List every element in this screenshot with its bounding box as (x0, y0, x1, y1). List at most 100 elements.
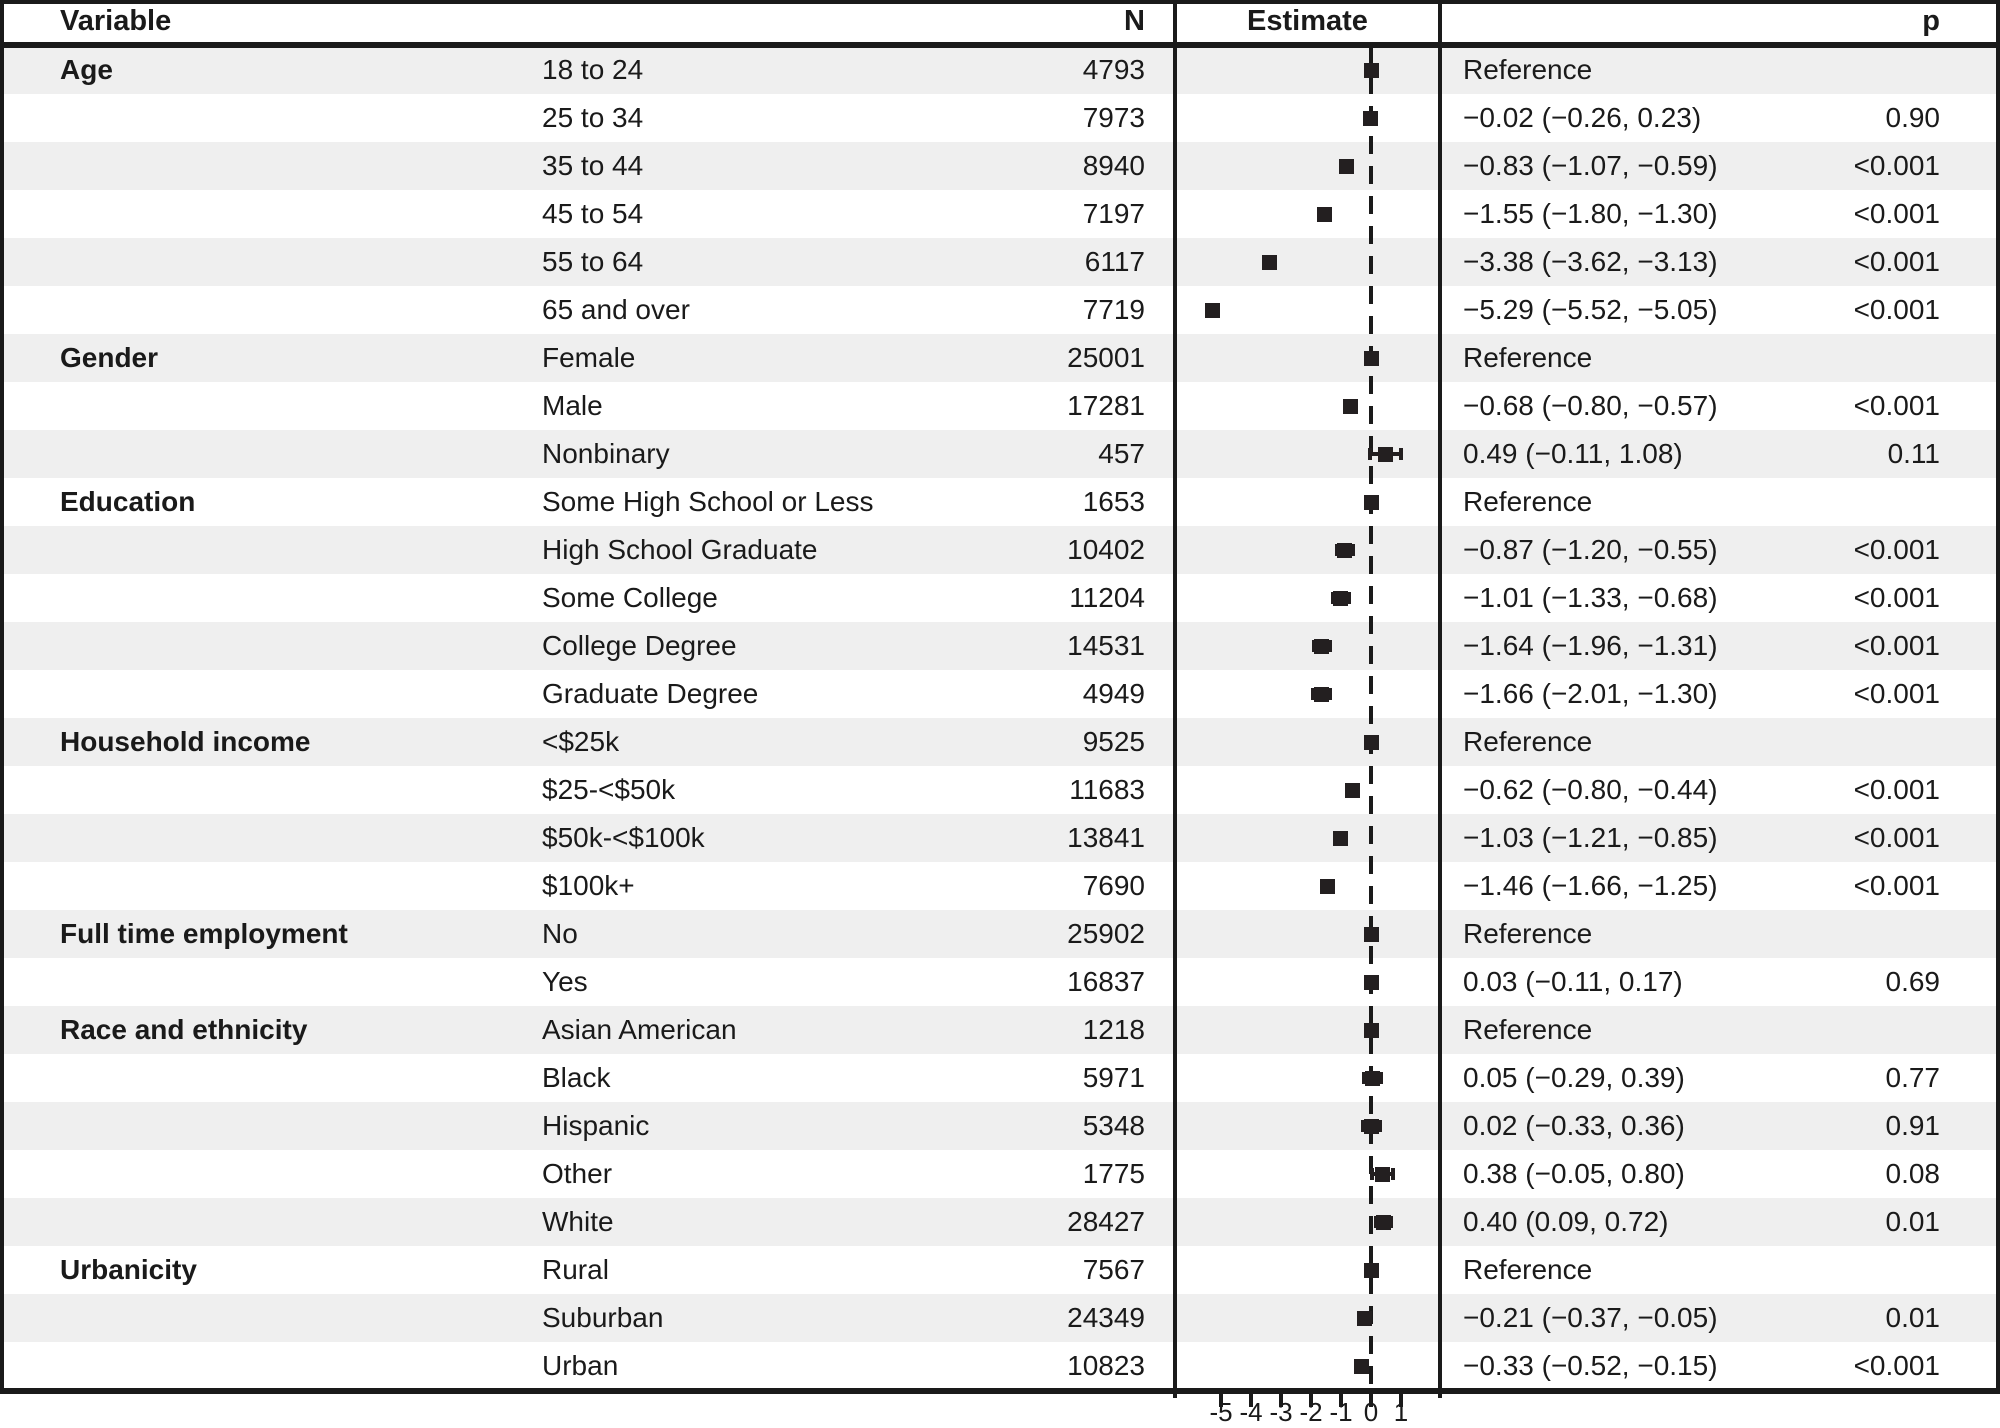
axis-tick (1219, 1392, 1223, 1407)
level-label: $100k+ (542, 870, 635, 901)
n-value: 6117 (1084, 246, 1145, 277)
n-value: 7973 (1082, 102, 1145, 133)
level-label: Rural (542, 1254, 609, 1285)
table-row: College Degree 14531 −1.64 (−1.96, −1.31… (0, 622, 2000, 670)
table-row: 45 to 54 7197 −1.55 (−1.80, −1.30) <0.00… (0, 190, 2000, 238)
estimate-ci-text: −1.46 (−1.66, −1.25) (1463, 870, 1718, 901)
level-label: Suburban (542, 1302, 664, 1333)
table-row: $25-<$50k 11683 −0.62 (−0.80, −0.44) <0.… (0, 766, 2000, 814)
level-label: Some College (542, 582, 718, 613)
level-label: Nonbinary (542, 438, 670, 469)
estimate-ci-text: −0.62 (−0.80, −0.44) (1463, 774, 1718, 805)
n-value: 1653 (1082, 486, 1145, 517)
estimate-ci-text: −1.55 (−1.80, −1.30) (1463, 198, 1718, 229)
estimate-ci-text: Reference (1463, 918, 1593, 949)
p-value: <0.001 (1853, 198, 1940, 229)
estimate-ci-text: Reference (1463, 1254, 1593, 1285)
n-value: 24349 (1067, 1302, 1145, 1333)
n-value: 1218 (1082, 1014, 1145, 1045)
p-value: <0.001 (1853, 822, 1940, 853)
n-value: 5348 (1082, 1110, 1145, 1141)
table-row: Black 5971 0.05 (−0.29, 0.39) 0.77 (0, 1054, 2000, 1102)
estimate-ci-text: Reference (1463, 486, 1593, 517)
table-row: Urbanicity Rural 7567 Reference (0, 1246, 2000, 1294)
table-row: Age 18 to 24 4793 Reference (0, 46, 2000, 94)
group-label: Urbanicity (60, 1254, 197, 1285)
header-variable: Variable (60, 5, 172, 37)
group-label: Education (60, 486, 196, 517)
estimate-ci-text: −5.29 (−5.52, −5.05) (1463, 294, 1718, 325)
p-value: 0.01 (1885, 1302, 1941, 1333)
level-label: Hispanic (542, 1110, 650, 1141)
axis-tick-label: -3 (1269, 1397, 1293, 1427)
p-value: <0.001 (1853, 678, 1940, 709)
axis-tick-label: -2 (1299, 1397, 1323, 1427)
p-value: 0.77 (1885, 1062, 1941, 1093)
level-label: Asian American (542, 1014, 737, 1045)
estimate-ci-text: −1.64 (−1.96, −1.31) (1463, 630, 1718, 661)
level-label: 18 to 24 (542, 54, 644, 85)
n-value: 11204 (1069, 582, 1145, 613)
level-label: Urban (542, 1350, 619, 1381)
table-border-left (0, 0, 4, 1394)
table-row: Nonbinary 457 0.49 (−0.11, 1.08) 0.11 (0, 430, 2000, 478)
table-row: $50k-<$100k 13841 −1.03 (−1.21, −0.85) <… (0, 814, 2000, 862)
n-value: 4949 (1082, 678, 1145, 709)
group-label: Household income (60, 726, 311, 757)
p-value: <0.001 (1853, 246, 1940, 277)
table-header: Variable N Estimate p (0, 0, 2000, 42)
estimate-ci-text: 0.03 (−0.11, 0.17) (1463, 966, 1683, 997)
n-value: 7567 (1082, 1254, 1145, 1285)
p-value: <0.001 (1853, 630, 1940, 661)
estimate-ci-text: Reference (1463, 54, 1593, 85)
level-label: 25 to 34 (542, 102, 644, 133)
table-row: Male 17281 −0.68 (−0.80, −0.57) <0.001 (0, 382, 2000, 430)
p-value: 0.69 (1885, 966, 1941, 997)
estimate-ci-text: 0.40 (0.09, 0.72) (1463, 1206, 1669, 1237)
estimate-ci-text: −0.87 (−1.20, −0.55) (1463, 534, 1718, 565)
estimate-ci-text: −0.02 (−0.26, 0.23) (1463, 102, 1702, 133)
level-label: <$25k (542, 726, 620, 757)
n-value: 7719 (1082, 294, 1145, 325)
n-value: 14531 (1067, 630, 1145, 661)
level-label: Graduate Degree (542, 678, 759, 709)
p-value: <0.001 (1853, 582, 1940, 613)
p-value: 0.90 (1885, 102, 1941, 133)
p-value: 0.01 (1885, 1206, 1941, 1237)
table-border-right (1996, 0, 2000, 1394)
table-row: Gender Female 25001 Reference (0, 334, 2000, 382)
level-label: 55 to 64 (542, 246, 644, 277)
axis-tick-label: 1 (1393, 1397, 1409, 1427)
estimate-ci-text: Reference (1463, 342, 1593, 373)
level-label: 65 and over (542, 294, 690, 325)
table-row: Other 1775 0.38 (−0.05, 0.80) 0.08 (0, 1150, 2000, 1198)
level-label: College Degree (542, 630, 737, 661)
estimate-ci-text: −1.03 (−1.21, −0.85) (1463, 822, 1718, 853)
n-value: 5971 (1082, 1062, 1145, 1093)
estimate-ci-text: −0.21 (−0.37, −0.05) (1463, 1302, 1718, 1333)
table-row: 65 and over 7719 −5.29 (−5.52, −5.05) <0… (0, 286, 2000, 334)
table-row: Hispanic 5348 0.02 (−0.33, 0.36) 0.91 (0, 1102, 2000, 1150)
n-value: 13841 (1067, 822, 1145, 853)
estimate-ci-text: −3.38 (−3.62, −3.13) (1463, 246, 1718, 277)
n-value: 28427 (1067, 1206, 1145, 1237)
axis-tick (1279, 1392, 1283, 1407)
level-label: Male (542, 390, 603, 421)
p-value: <0.001 (1853, 1350, 1940, 1381)
p-value: 0.11 (1887, 438, 1940, 469)
p-value: <0.001 (1853, 774, 1940, 805)
table-row: 25 to 34 7973 −0.02 (−0.26, 0.23) 0.90 (0, 94, 2000, 142)
table-row: $100k+ 7690 −1.46 (−1.66, −1.25) <0.001 (0, 862, 2000, 910)
estimate-ci-text: 0.02 (−0.33, 0.36) (1463, 1110, 1685, 1141)
p-value: <0.001 (1853, 150, 1940, 181)
group-label: Race and ethnicity (60, 1014, 308, 1045)
level-label: Black (542, 1062, 611, 1093)
column-divider-n-estimate (1173, 0, 1177, 1398)
level-label: No (542, 918, 578, 949)
group-label: Gender (60, 342, 159, 373)
n-value: 7197 (1082, 198, 1145, 229)
axis-tick (1309, 1392, 1313, 1407)
level-label: $50k-<$100k (542, 822, 705, 853)
table-row: Education Some High School or Less 1653 … (0, 478, 2000, 526)
